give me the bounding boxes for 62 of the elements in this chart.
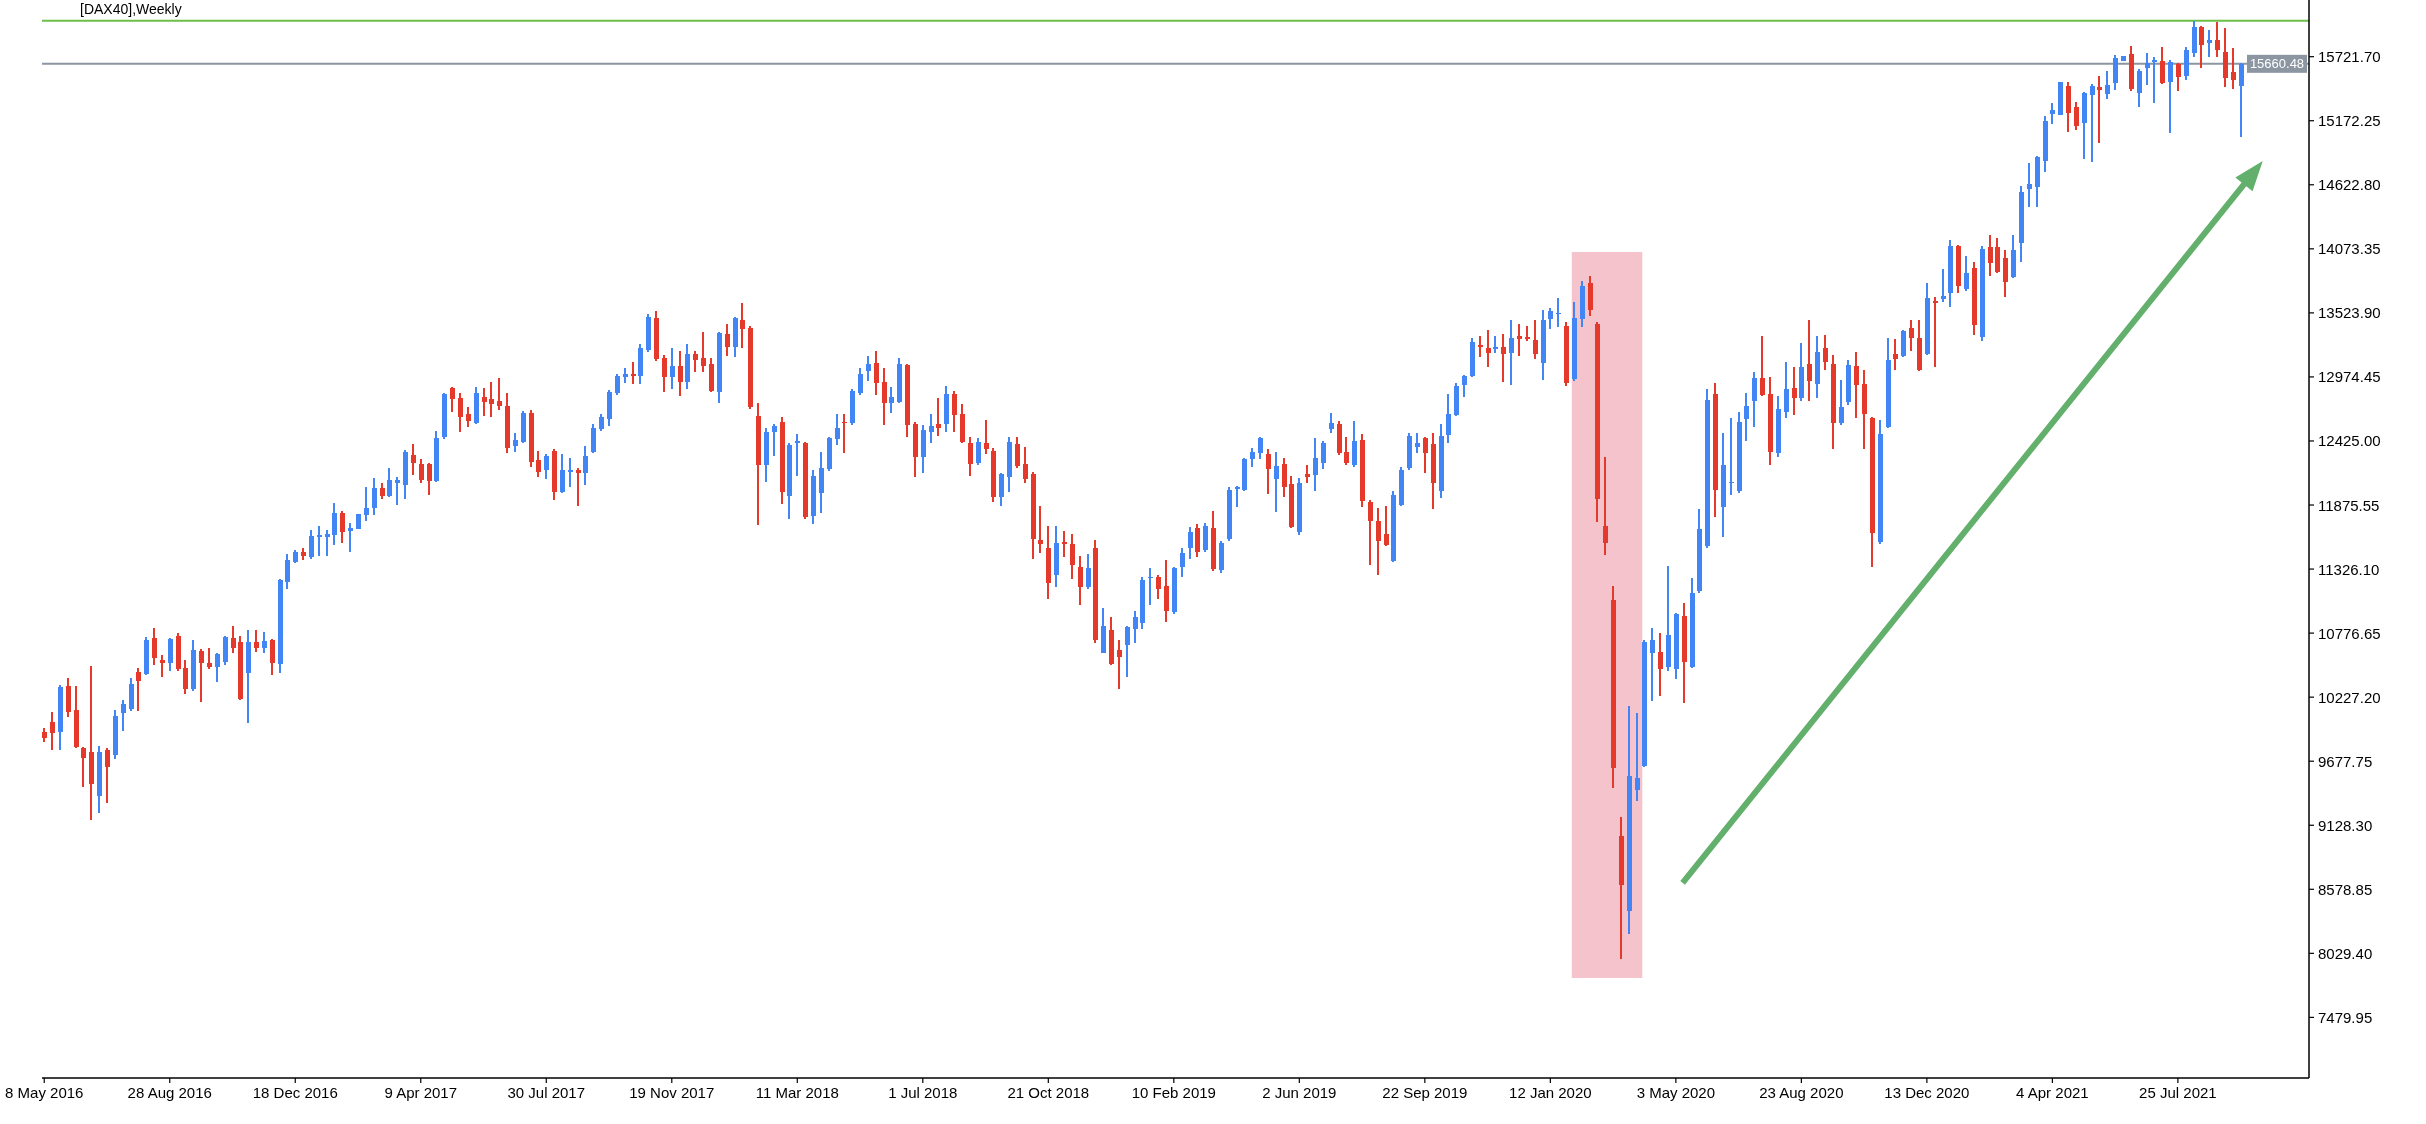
x-tick-label: 11 Mar 2018 xyxy=(755,1084,839,1102)
x-tick-label: 4 Apr 2021 xyxy=(2016,1084,2089,1102)
candlestick xyxy=(1516,324,1522,356)
x-tick-label: 1 Jul 2018 xyxy=(888,1084,958,1102)
x-tick-label: 3 May 2020 xyxy=(1636,1084,1716,1102)
candlestick xyxy=(575,468,581,507)
x-tick-label: 9 Apr 2017 xyxy=(384,1084,458,1102)
x-tick-label: 12 Jan 2020 xyxy=(1509,1084,1592,1102)
candlestick xyxy=(1485,330,1491,368)
candlestick xyxy=(394,476,400,505)
y-tick-label: 12974.45 xyxy=(2318,368,2381,386)
x-tick-label: 23 Aug 2020 xyxy=(1759,1084,1844,1102)
y-tick-label: 11875.55 xyxy=(2318,496,2380,514)
candlestick xyxy=(481,388,487,417)
y-tick-label: 10776.65 xyxy=(2318,624,2381,642)
candlestick xyxy=(1037,506,1043,553)
candlestick xyxy=(1555,298,1561,328)
x-tick-label: 19 Nov 2017 xyxy=(629,1084,715,1102)
candlestick xyxy=(935,398,941,436)
candlestick xyxy=(159,654,165,677)
chart-title: [DAX40],Weekly xyxy=(80,1,182,17)
x-tick-label: 21 Oct 2018 xyxy=(1007,1084,1090,1102)
y-tick-label: 13523.90 xyxy=(2318,304,2381,322)
x-tick-label: 28 Aug 2016 xyxy=(127,1084,212,1102)
y-tick-label: 15172.25 xyxy=(2318,112,2381,130)
y-tick-label: 14622.80 xyxy=(2318,176,2381,194)
y-tick-label: 9128.30 xyxy=(2318,816,2373,834)
candlestick xyxy=(630,361,636,384)
x-tick-label: 2 Jun 2019 xyxy=(1262,1084,1337,1102)
candlestick xyxy=(794,433,800,476)
candlestick xyxy=(1932,297,1938,368)
x-tick-label: 25 Jul 2021 xyxy=(2139,1084,2217,1102)
candlestick xyxy=(567,458,573,488)
candlestick xyxy=(2096,76,2102,144)
y-tick-label: 11326.10 xyxy=(2318,560,2380,578)
candlestick xyxy=(2089,84,2095,162)
candlestick xyxy=(1892,339,1898,370)
candlestick xyxy=(324,529,330,556)
y-tick-label: 7479.95 xyxy=(2318,1008,2373,1026)
candlestick xyxy=(1061,530,1067,557)
candlestick xyxy=(316,525,322,557)
y-tick-label: 9677.75 xyxy=(2318,752,2373,770)
candlestick xyxy=(2151,56,2157,104)
x-tick-label: 22 Sep 2019 xyxy=(1382,1084,1468,1102)
candlestick xyxy=(347,522,353,552)
y-tick-label: 8029.40 xyxy=(2318,944,2373,962)
candlestick xyxy=(1728,418,1734,495)
candlestick xyxy=(1940,269,1946,302)
x-tick-label: 18 Dec 2016 xyxy=(252,1084,338,1102)
candlestick xyxy=(841,414,847,454)
y-tick-label: 8578.85 xyxy=(2318,880,2373,898)
y-tick-label: 14073.35 xyxy=(2318,240,2381,258)
x-tick-label: 8 May 2016 xyxy=(5,1084,84,1102)
x-tick-label: 30 Jul 2017 xyxy=(507,1084,586,1102)
candlestick xyxy=(1234,486,1240,508)
candlestick xyxy=(1147,568,1153,605)
y-tick-label: 12425.00 xyxy=(2318,432,2381,450)
x-tick-label: 10 Feb 2019 xyxy=(1131,1084,1216,1102)
candlestick xyxy=(2206,30,2212,57)
y-tick-label: 10227.20 xyxy=(2318,688,2381,706)
y-tick-label: 15721.70 xyxy=(2318,48,2381,66)
x-tick-label: 13 Dec 2020 xyxy=(1884,1084,1970,1102)
